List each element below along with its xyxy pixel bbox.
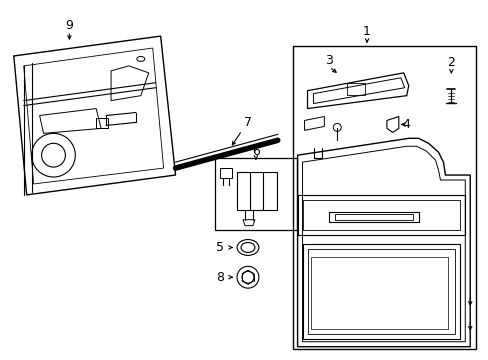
Bar (96, 118, 108, 129)
Text: 2: 2 (447, 57, 454, 69)
Text: 8: 8 (216, 271, 224, 284)
Text: 9: 9 (65, 19, 73, 32)
Bar (215, 158, 296, 230)
Text: 7: 7 (244, 116, 251, 129)
Bar (237, 172, 276, 210)
Text: 4: 4 (402, 118, 410, 131)
Bar (346, 83, 365, 95)
Text: 6: 6 (251, 145, 259, 158)
Bar (292, 46, 475, 349)
Text: 1: 1 (363, 24, 370, 38)
Text: 3: 3 (325, 54, 333, 67)
Text: 5: 5 (216, 241, 224, 254)
